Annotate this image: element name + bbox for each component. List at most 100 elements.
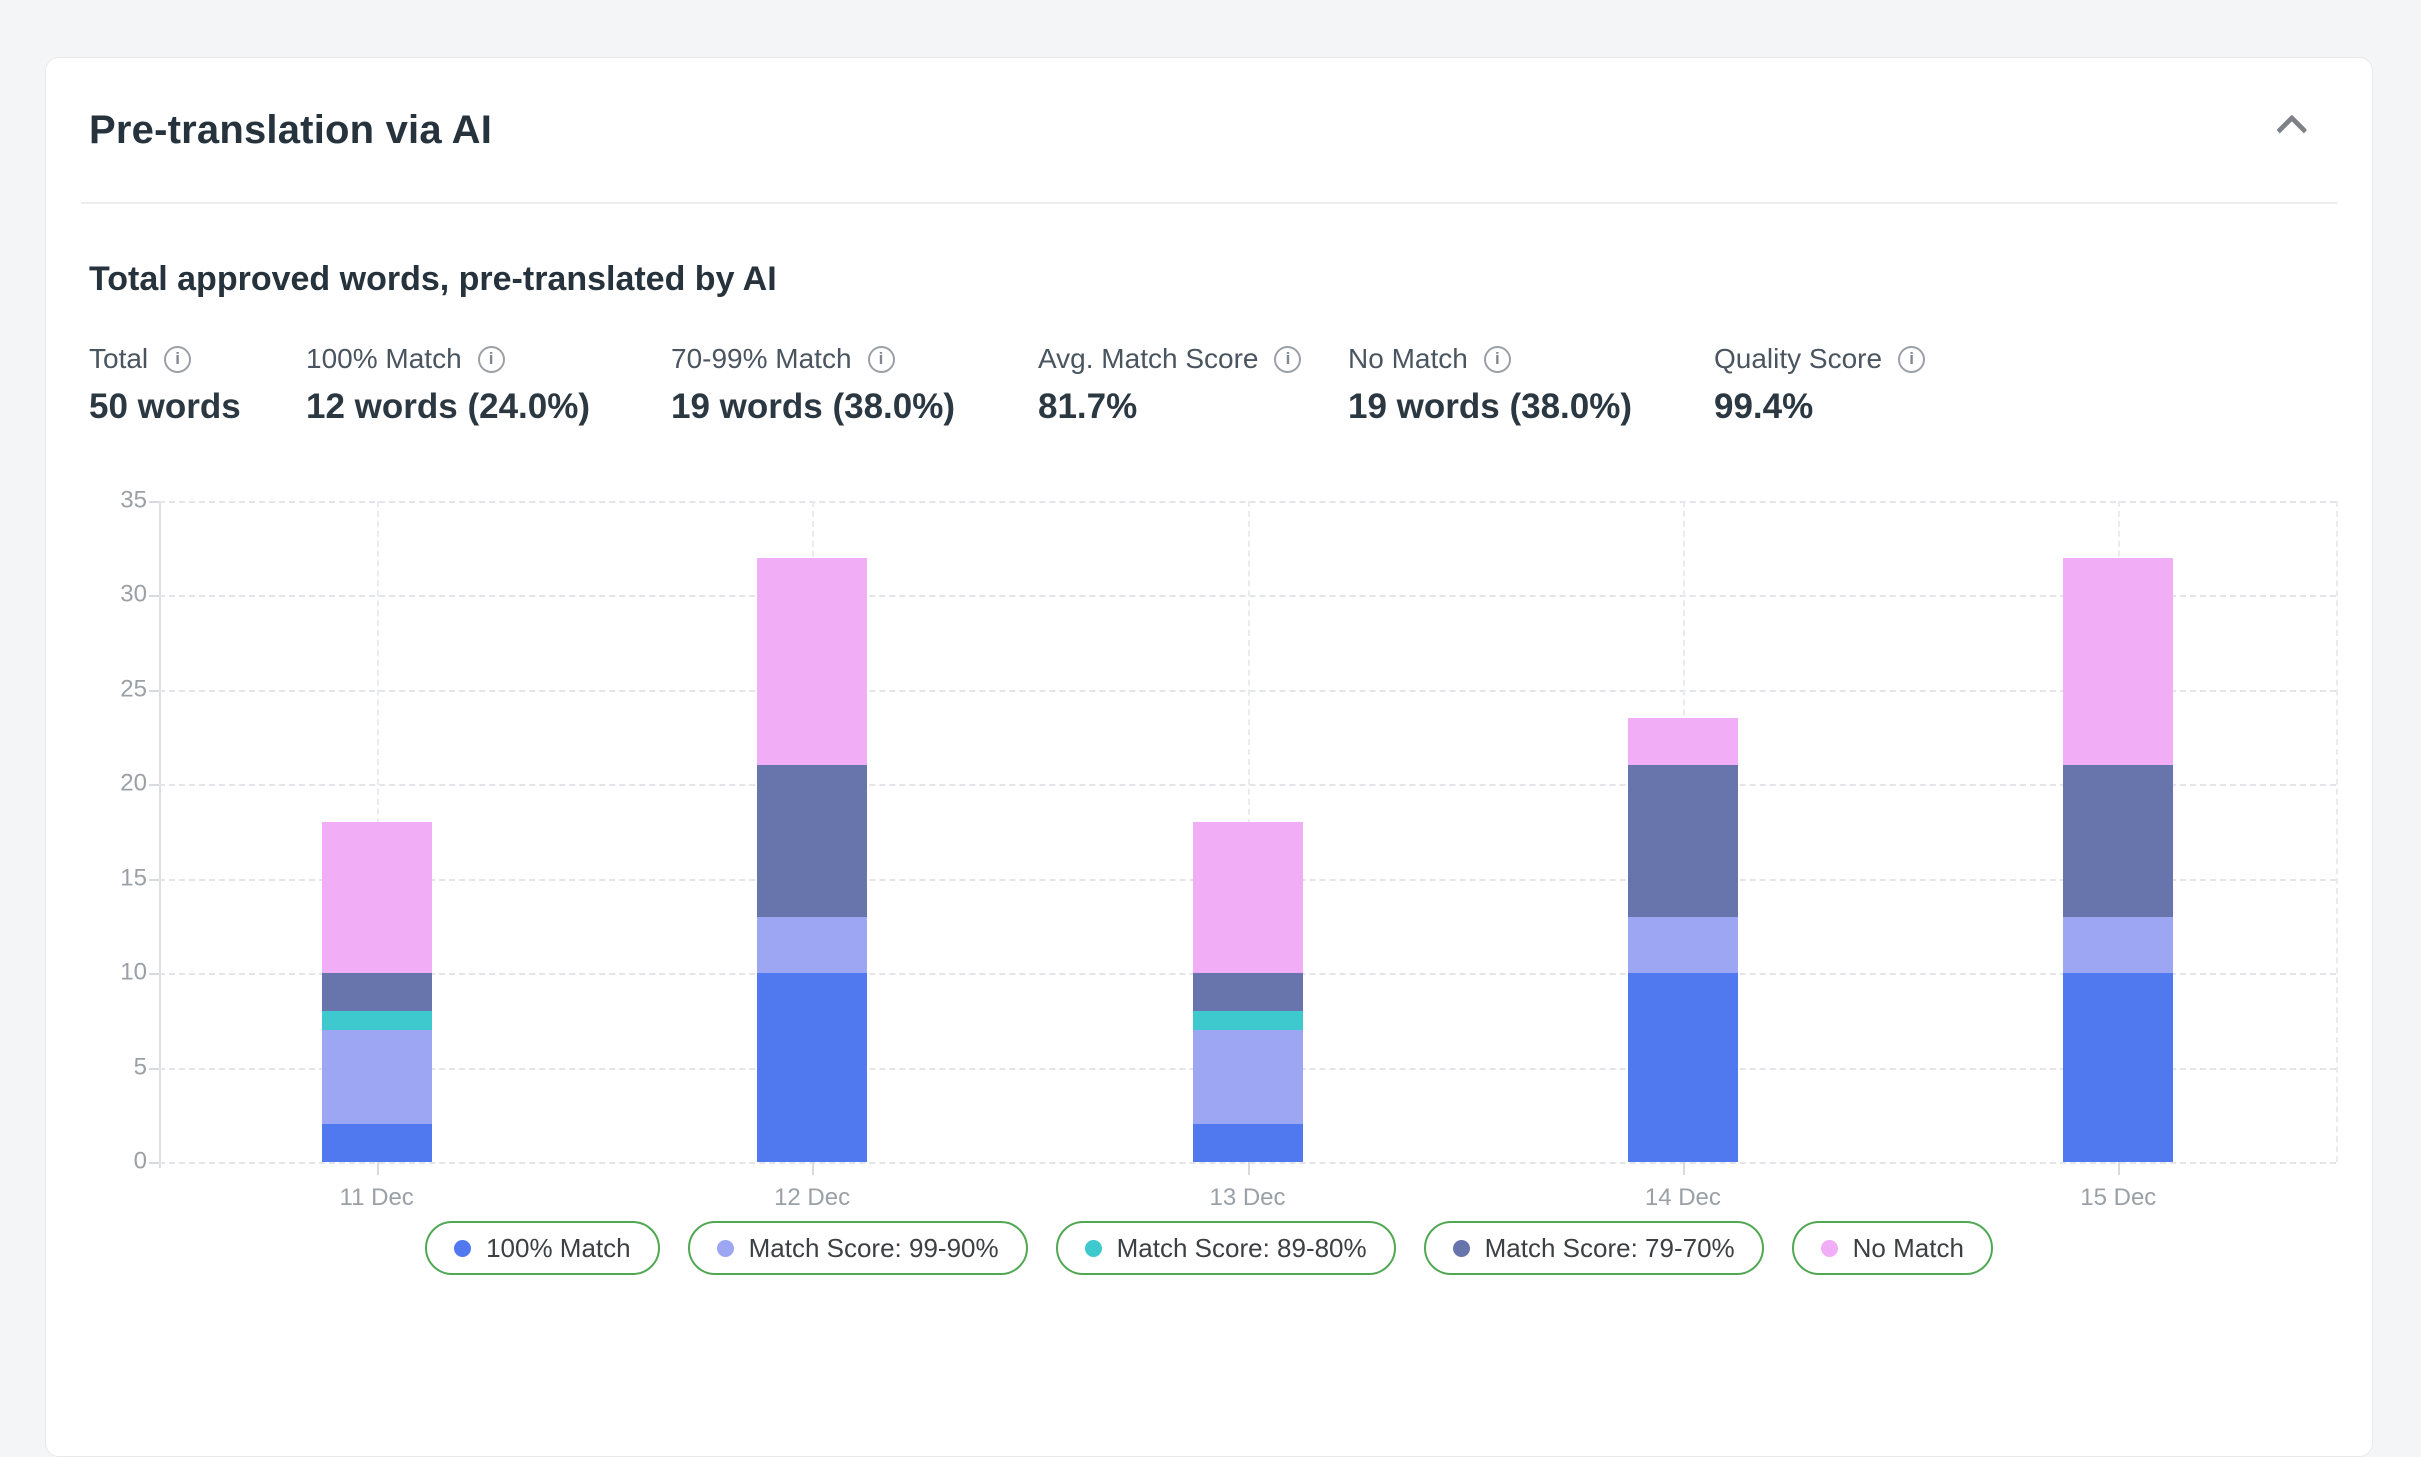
stats-row: Total i 50 words 100% Match i 12 words (24.0%… [89, 343, 2337, 427]
stat-4: No Match i 19 words (38.0%) [1348, 343, 1714, 427]
stat-1: 100% Match i 12 words (24.0%) [306, 343, 671, 427]
x-tick-label: 15 Dec [2080, 1184, 2157, 1211]
legend-item-3[interactable]: Match Score: 79-70% [1423, 1221, 1764, 1275]
stat-3: Avg. Match Score i 81.7% [1038, 343, 1348, 427]
y-tick [149, 501, 159, 503]
bar-14-dec-seg-3[interactable] [1627, 765, 1738, 917]
y-tick [149, 1067, 159, 1070]
info-icon[interactable]: i [477, 345, 505, 373]
y-tick [149, 784, 159, 787]
stat-label-row: No Match i [1348, 343, 1714, 375]
bar-11-dec-seg-3[interactable] [321, 973, 432, 1011]
info-icon[interactable]: i [867, 345, 895, 373]
collapse-button[interactable] [2267, 108, 2311, 152]
y-tick [149, 1162, 159, 1164]
legend-item-2[interactable]: Match Score: 89-80% [1055, 1221, 1396, 1275]
legend-item-4[interactable]: No Match [1791, 1221, 1993, 1275]
legend-label: Match Score: 79-70% [1484, 1232, 1735, 1263]
x-tick [1247, 1162, 1250, 1175]
stat-5: Quality Score i 99.4% [1714, 343, 1926, 427]
info-icon[interactable]: i [1898, 345, 1926, 373]
stat-0: Total i 50 words [89, 343, 306, 427]
bar-12-dec-seg-0[interactable] [757, 973, 868, 1162]
stat-value: 19 words (38.0%) [1348, 387, 1632, 426]
bar-14-dec-seg-4[interactable] [1627, 718, 1738, 766]
chart-legend: 100% Match Match Score: 99-90% Match Score… [81, 1221, 2337, 1275]
bar-15-dec-seg-4[interactable] [2063, 557, 2174, 766]
stat-label: Quality Score [1714, 343, 1883, 374]
y-tick-label: 0 [133, 1147, 147, 1175]
chevron-up-icon [2276, 114, 2308, 146]
x-tick [812, 1162, 815, 1175]
info-icon[interactable]: i [1274, 345, 1302, 373]
stat-label-row: Total i [89, 343, 306, 375]
y-tick-label: 10 [120, 958, 147, 986]
card-title: Pre-translation via AI [89, 107, 493, 152]
y-tick [149, 595, 159, 598]
bar-11-dec-seg-0[interactable] [321, 1124, 432, 1162]
stat-label-row: Quality Score i [1714, 343, 1926, 375]
plot-right-border [2336, 501, 2338, 1162]
legend-dot [1084, 1239, 1102, 1257]
bar-11-dec-seg-1[interactable] [321, 1029, 432, 1125]
bar-11-dec-seg-4[interactable] [321, 822, 432, 974]
y-tick-label: 5 [133, 1053, 147, 1081]
x-tick [1682, 1162, 1685, 1175]
y-axis-line [159, 501, 161, 1168]
y-tick [149, 689, 159, 692]
legend-dot [454, 1239, 472, 1257]
x-tick-label: 13 Dec [1209, 1184, 1286, 1211]
pre-translation-card: Pre-translation via AI Total approved wo… [45, 57, 2373, 1457]
stat-value: 12 words (24.0%) [306, 387, 590, 426]
stat-label-row: 100% Match i [306, 343, 671, 375]
info-icon[interactable]: i [164, 345, 192, 373]
bar-11-dec-seg-2[interactable] [321, 1010, 432, 1030]
bar-14-dec-seg-0[interactable] [1627, 973, 1738, 1162]
stat-value: 81.7% [1038, 387, 1138, 426]
section-heading: Total approved words, pre-translated by … [89, 260, 777, 298]
legend-item-0[interactable]: 100% Match [425, 1221, 660, 1275]
legend-item-1[interactable]: Match Score: 99-90% [687, 1221, 1028, 1275]
bar-15-dec-seg-0[interactable] [2063, 973, 2174, 1162]
bar-12-dec-seg-4[interactable] [757, 557, 868, 766]
legend-label: No Match [1852, 1232, 1964, 1263]
stat-value: 19 words (38.0%) [671, 387, 955, 426]
stat-label: Avg. Match Score [1038, 343, 1259, 374]
stat-label: Total [89, 343, 149, 374]
legend-label: 100% Match [486, 1232, 631, 1263]
stat-label-row: Avg. Match Score i [1038, 343, 1348, 375]
stat-label: No Match [1348, 343, 1468, 374]
legend-dot [1820, 1239, 1838, 1257]
bar-12-dec-seg-3[interactable] [757, 765, 868, 917]
bar-13-dec-seg-1[interactable] [1192, 1029, 1303, 1125]
x-tick-label: 12 Dec [774, 1184, 851, 1211]
x-tick-label: 14 Dec [1644, 1184, 1721, 1211]
bar-13-dec-seg-4[interactable] [1192, 822, 1303, 974]
y-tick [149, 878, 159, 881]
bar-13-dec-seg-2[interactable] [1192, 1010, 1303, 1030]
card-header: Pre-translation via AI [81, 58, 2337, 204]
bar-15-dec-seg-3[interactable] [2063, 765, 2174, 917]
info-icon[interactable]: i [1483, 345, 1511, 373]
y-tick-label: 35 [120, 486, 147, 514]
bar-12-dec-seg-1[interactable] [757, 916, 868, 974]
stat-label: 70-99% Match [671, 343, 852, 374]
x-tick [2118, 1162, 2121, 1175]
bar-14-dec-seg-1[interactable] [1627, 916, 1738, 974]
bar-15-dec-seg-1[interactable] [2063, 916, 2174, 974]
legend-dot [716, 1239, 734, 1257]
y-axis-labels: 0 5 10 15 20 25 30 35 [81, 486, 147, 1174]
stat-2: 70-99% Match i 19 words (38.0%) [671, 343, 1038, 427]
chart: 0 5 10 15 20 25 30 35 11 Dec 12 Dec 13 Dec 14 Dec 1… [81, 486, 2338, 1211]
legend-dot [1452, 1239, 1470, 1257]
y-tick-label: 30 [120, 580, 147, 608]
x-tick [376, 1162, 379, 1175]
stat-value: 99.4% [1714, 387, 1814, 426]
x-tick-label: 11 Dec [339, 1184, 414, 1211]
bar-13-dec-seg-3[interactable] [1192, 973, 1303, 1011]
bar-13-dec-seg-0[interactable] [1192, 1124, 1303, 1162]
y-tick-label: 15 [120, 864, 147, 892]
legend-label: Match Score: 89-80% [1116, 1232, 1367, 1263]
y-tick [149, 973, 159, 976]
y-tick-label: 20 [120, 769, 147, 797]
